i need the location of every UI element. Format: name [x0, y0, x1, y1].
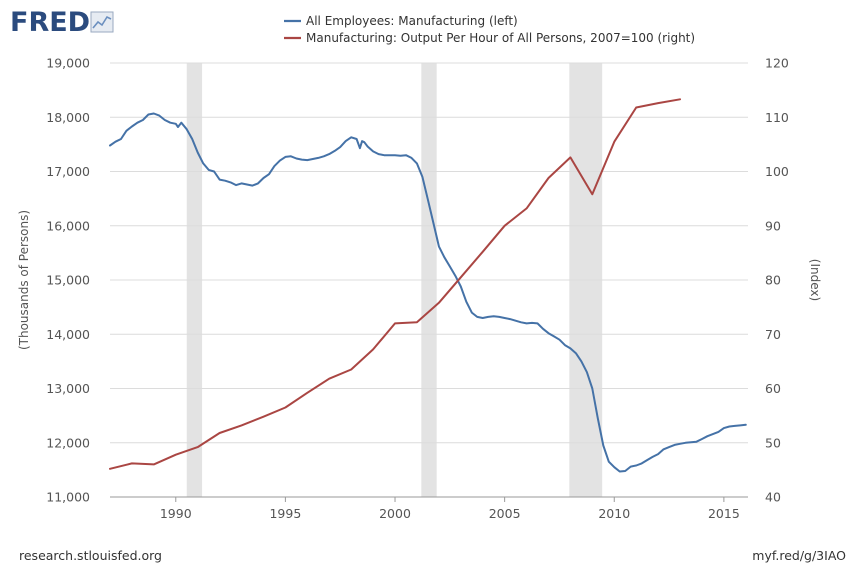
x-axis: 1990 1995 2000 2005 2010 2015 [110, 496, 748, 521]
y-right-tick-label: 120 [765, 56, 789, 71]
legend-label-productivity: Manufacturing: Output Per Hour of All Pe… [306, 31, 695, 45]
x-tick-label: 2005 [489, 506, 521, 521]
x-tick-label: 2010 [598, 506, 630, 521]
x-tick-label: 1995 [269, 506, 301, 521]
y-left-tick-label: 18,000 [46, 110, 90, 125]
legend-item-productivity[interactable]: Manufacturing: Output Per Hour of All Pe… [284, 31, 695, 45]
y-right-tick-label: 80 [765, 273, 781, 288]
y-left-tick-label: 12,000 [46, 435, 90, 450]
y-right-tick-label: 110 [765, 110, 789, 125]
y-left-tick-label: 11,000 [46, 490, 90, 505]
y-left-tick-label: 17,000 [46, 164, 90, 179]
y-axis-left-ticks: 11,000 12,000 13,000 14,000 15,000 16,000 17,0… [46, 56, 90, 505]
fred-logo-text: FRED [10, 7, 90, 38]
series-lines [109, 98, 747, 473]
y-right-tick-label: 40 [765, 490, 781, 505]
series-productivity-line[interactable] [109, 98, 681, 470]
legend-label-employees: All Employees: Manufacturing (left) [306, 14, 518, 28]
footer-short-url[interactable]: myf.red/g/3IAO [752, 548, 846, 563]
footer-source[interactable]: research.stlouisfed.org [19, 548, 162, 563]
x-tick-label: 2000 [379, 506, 411, 521]
y-right-tick-label: 70 [765, 327, 781, 342]
y-axis-right-ticks: 40 50 60 70 80 90 100 110 120 [765, 56, 789, 505]
series-employees-line[interactable] [109, 112, 747, 473]
x-tick-label: 1990 [160, 506, 192, 521]
y-axis-left-title: (Thousands of Persons) [17, 210, 31, 350]
y-left-tick-label: 13,000 [46, 381, 90, 396]
line-chart-icon [90, 11, 114, 33]
legend-item-employees[interactable]: All Employees: Manufacturing (left) [284, 14, 518, 28]
legend: All Employees: Manufacturing (left) Manu… [284, 14, 695, 45]
fred-logo[interactable]: FRED [10, 7, 114, 38]
y-left-tick-label: 19,000 [46, 56, 90, 71]
y-right-tick-label: 60 [765, 381, 781, 396]
y-axis-right-title: (Index) [808, 259, 822, 301]
x-tick-label: 2015 [708, 506, 740, 521]
y-left-tick-label: 16,000 [46, 218, 90, 233]
gridlines [110, 62, 748, 498]
y-right-tick-label: 100 [765, 164, 789, 179]
y-left-tick-label: 15,000 [46, 273, 90, 288]
y-right-tick-label: 50 [765, 435, 781, 450]
y-left-tick-label: 14,000 [46, 327, 90, 342]
y-right-tick-label: 90 [765, 218, 781, 233]
